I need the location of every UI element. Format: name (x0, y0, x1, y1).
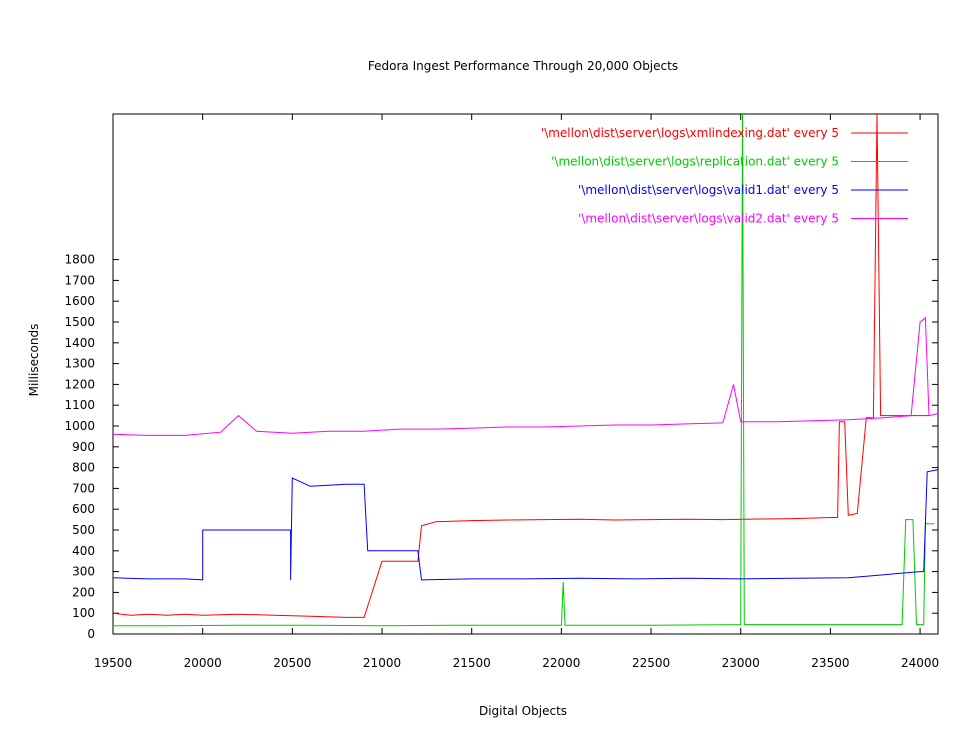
y-tick-label: 1300 (64, 357, 95, 371)
y-tick-label: 1700 (64, 273, 95, 287)
x-tick-label: 21000 (363, 656, 401, 670)
legend-label-3: '\mellon\dist\server\logs\valid2.dat' ev… (578, 212, 839, 226)
series-line-0 (113, 114, 929, 618)
y-axis-label: Milliseconds (27, 324, 41, 397)
y-tick-label: 100 (72, 606, 95, 620)
y-tick-label: 600 (72, 502, 95, 516)
x-tick-label: 20000 (184, 656, 222, 670)
x-tick-label: 24000 (901, 656, 939, 670)
x-tick-label: 20500 (273, 656, 311, 670)
x-tick-label: 22500 (632, 656, 670, 670)
chart-title: Fedora Ingest Performance Through 20,000… (368, 59, 678, 73)
y-tick-label: 500 (72, 523, 95, 537)
legend: '\mellon\dist\server\logs\xmlindexing.da… (541, 126, 908, 226)
legend-label-1: '\mellon\dist\server\logs\replication.da… (551, 155, 839, 169)
y-tick-label: 700 (72, 481, 95, 495)
x-axis-label: Digital Objects (479, 704, 567, 718)
y-axis-ticks: 0 100 200 300 400 500 600 700 800 900 1000 1100 1200… (64, 253, 938, 641)
series-lines (113, 114, 938, 627)
legend-label-2: '\mellon\dist\server\logs\valid1.dat' ev… (578, 183, 839, 197)
legend-label-0: '\mellon\dist\server\logs\xmlindexing.da… (541, 126, 839, 140)
y-tick-label: 1200 (64, 377, 95, 391)
y-tick-label: 1600 (64, 294, 95, 308)
x-tick-label: 19500 (94, 656, 132, 670)
y-tick-label: 1500 (64, 315, 95, 329)
y-tick-label: 300 (72, 565, 95, 579)
y-tick-label: 1000 (64, 419, 95, 433)
y-tick-label: 400 (72, 544, 95, 558)
y-tick-label: 200 (72, 585, 95, 599)
y-tick-label: 1100 (64, 398, 95, 412)
x-tick-label: 23500 (811, 656, 849, 670)
series-line-3 (113, 316, 938, 436)
x-tick-label: 22000 (542, 656, 580, 670)
y-tick-label: 1400 (64, 336, 95, 350)
x-tick-label: 23000 (722, 656, 760, 670)
y-tick-label: 900 (72, 440, 95, 454)
x-tick-label: 21500 (453, 656, 491, 670)
y-tick-label: 800 (72, 461, 95, 475)
x-axis-ticks: 19500 20000 20500 21000 21500 22000 22500 23000… (94, 114, 939, 670)
series-line-2 (113, 469, 938, 581)
y-tick-label: 1800 (64, 253, 95, 267)
plot-frame (112, 113, 939, 635)
y-tick-label: 0 (87, 627, 95, 641)
